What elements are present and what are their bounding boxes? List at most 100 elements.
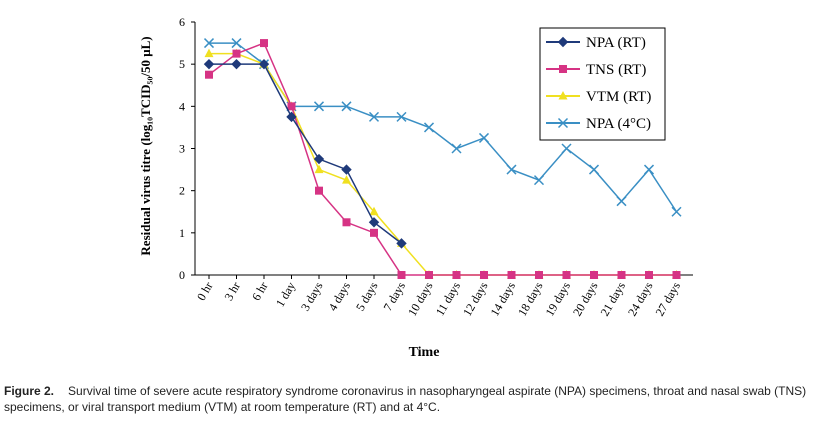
- x-marker-stroke: [396, 111, 407, 122]
- series-1-point: [287, 102, 296, 111]
- x-tick-label: 1 day: [273, 280, 298, 310]
- x-tick-label: 0 hr: [194, 280, 216, 303]
- x-tick-label: 11 days: [433, 279, 464, 318]
- series-1-point: [260, 39, 268, 48]
- x-tick-label: 3 days: [298, 279, 326, 313]
- series-3-point: [643, 164, 655, 175]
- figure-caption-label: Figure 2.: [4, 384, 55, 398]
- x-tick-label: 3 hr: [221, 280, 243, 303]
- series-1-point: [672, 271, 681, 279]
- series-3-point: [671, 206, 682, 217]
- series-1-point: [617, 271, 626, 279]
- series-3-point: [313, 101, 325, 112]
- series-1-line: [208, 42, 677, 276]
- series-0: [203, 58, 407, 249]
- series-1-point: [397, 271, 406, 279]
- series-3-point: [368, 111, 380, 122]
- x-marker-stroke: [341, 101, 352, 112]
- figure-caption: Figure 2. Survival time of severe acute r…: [4, 383, 832, 415]
- x-marker-stroke: [313, 101, 325, 112]
- x-tick-label: 18 days: [515, 279, 546, 318]
- y-axis-label: Residual virus titre (log₁₀TCID₅₀/50 μL): [138, 36, 153, 255]
- legend-swatch-marker: [557, 117, 569, 129]
- series-1-point: [590, 271, 598, 279]
- legend: NPA (RT) TNS (RT) VTM (RT) NPA (4°C): [539, 27, 666, 141]
- x-tick-label: 14 days: [487, 279, 518, 318]
- series-3-point: [478, 132, 490, 143]
- series-2-point: [369, 206, 379, 216]
- y-tick-label: 5: [179, 57, 185, 71]
- legend-item: VTM (RT): [546, 89, 651, 105]
- series-0-point: [313, 153, 325, 165]
- series-2-point: [342, 175, 351, 184]
- series-0-point: [341, 164, 352, 175]
- legend-swatch-marker: [558, 91, 568, 100]
- y-tick-label: 0: [179, 268, 185, 282]
- series-3-point: [203, 38, 215, 49]
- x-marker-stroke: [671, 206, 682, 217]
- x-tick-label: 7 days: [380, 279, 408, 313]
- x-marker-stroke: [478, 132, 490, 143]
- x-tick-label: 4 days: [325, 279, 353, 313]
- x-marker-stroke: [203, 38, 215, 49]
- x-marker-stroke: [561, 143, 572, 154]
- y-tick-label: 6: [179, 15, 185, 29]
- y-tick-label: 3: [179, 142, 185, 156]
- y-tick-label: 2: [179, 184, 185, 198]
- series-3-point: [588, 164, 600, 175]
- y-tick-label: 1: [179, 226, 185, 240]
- figure-caption-text: Survival time of severe acute respirator…: [4, 384, 807, 414]
- x-tick-label: 21 days: [597, 279, 628, 318]
- series-0-point: [203, 58, 215, 70]
- x-marker-stroke: [616, 196, 627, 207]
- series-0-line: [209, 63, 402, 244]
- series-1-point: [562, 271, 571, 279]
- x-tick-label: 12 days: [460, 279, 491, 318]
- x-marker-stroke: [643, 164, 655, 175]
- series-0-point: [258, 58, 270, 70]
- series-3-point: [533, 175, 545, 186]
- series-1-point: [535, 271, 543, 279]
- legend-item: NPA (RT): [546, 35, 646, 51]
- series-0-point: [368, 217, 380, 228]
- x-marker-stroke: [368, 111, 380, 122]
- x-marker-stroke: [557, 117, 569, 129]
- series-3-point: [341, 101, 352, 112]
- chart: 0 1 2 3 4 5 6 0 hr 3 hr 6 hr 1 day 3 days 4 days 5 da…: [138, 15, 693, 360]
- series-3-point: [451, 143, 462, 154]
- x-tick-label: 24 days: [625, 279, 656, 318]
- x-tick-label: 20 days: [570, 279, 601, 318]
- legend-label: NPA (4°C): [586, 116, 651, 132]
- x-marker-stroke: [588, 164, 600, 175]
- series-1-point: [507, 271, 516, 279]
- series-3-point: [396, 111, 407, 122]
- series-1-point: [425, 271, 433, 279]
- series-3-point: [423, 122, 435, 133]
- series-0-point: [286, 111, 297, 123]
- legend-item: TNS (RT): [546, 62, 646, 78]
- series-0-point: [231, 58, 242, 70]
- x-marker-stroke: [506, 164, 517, 175]
- series-1-point: [315, 186, 323, 195]
- legend-label: NPA (RT): [586, 35, 646, 51]
- x-axis-label: Time: [409, 345, 440, 360]
- x-marker-stroke: [451, 143, 462, 154]
- series-2-point: [314, 164, 324, 174]
- x-tick-label: 27 days: [652, 279, 683, 318]
- x-marker-stroke: [533, 175, 545, 186]
- series-1-point: [205, 70, 213, 79]
- x-tick-label: 5 days: [353, 279, 381, 313]
- series-3-point: [506, 164, 517, 175]
- legend-label: TNS (RT): [586, 62, 646, 78]
- series-1-point: [645, 271, 653, 279]
- y-tick-label: 4: [179, 99, 185, 113]
- legend-swatch-marker: [559, 65, 567, 73]
- series-layer: [203, 38, 682, 279]
- series-2-point: [204, 48, 214, 58]
- series-1-point: [232, 49, 241, 58]
- x-marker-stroke: [231, 38, 242, 49]
- x-tick-label: 19 days: [542, 279, 573, 318]
- legend-swatch-marker: [557, 36, 569, 48]
- series-3-point: [231, 38, 242, 49]
- legend-label: VTM (RT): [586, 89, 651, 105]
